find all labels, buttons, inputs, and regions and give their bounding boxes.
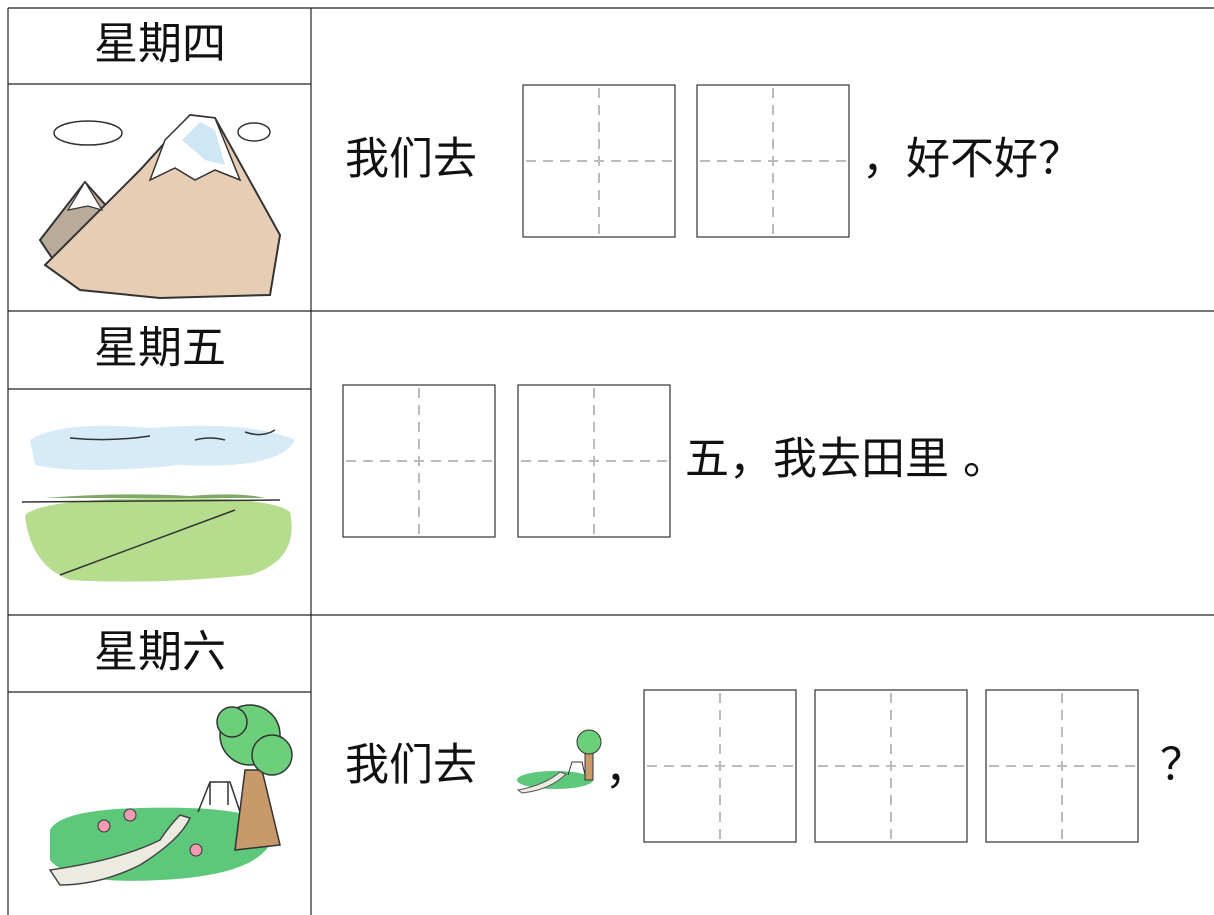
sentence-text: 五，我去田里 。 — [685, 434, 1007, 485]
sentence-text: 我们去 — [345, 134, 477, 185]
sentence-text: 我们去 — [345, 740, 477, 791]
sentence-text: ，好不好？ — [862, 134, 1082, 185]
table-lines — [7, 7, 1214, 915]
park-icon — [516, 729, 602, 794]
day-label: 星期四 — [94, 19, 226, 70]
day-label: 星期五 — [94, 323, 226, 374]
sentence-text: ， — [605, 744, 649, 795]
writing-boxes — [342, 84, 1139, 843]
field-picture — [21, 425, 295, 582]
day-label: 星期六 — [94, 627, 226, 678]
park-picture — [48, 704, 293, 886]
mountain-picture — [38, 113, 282, 300]
sentence-text: ？ — [1160, 740, 1204, 791]
